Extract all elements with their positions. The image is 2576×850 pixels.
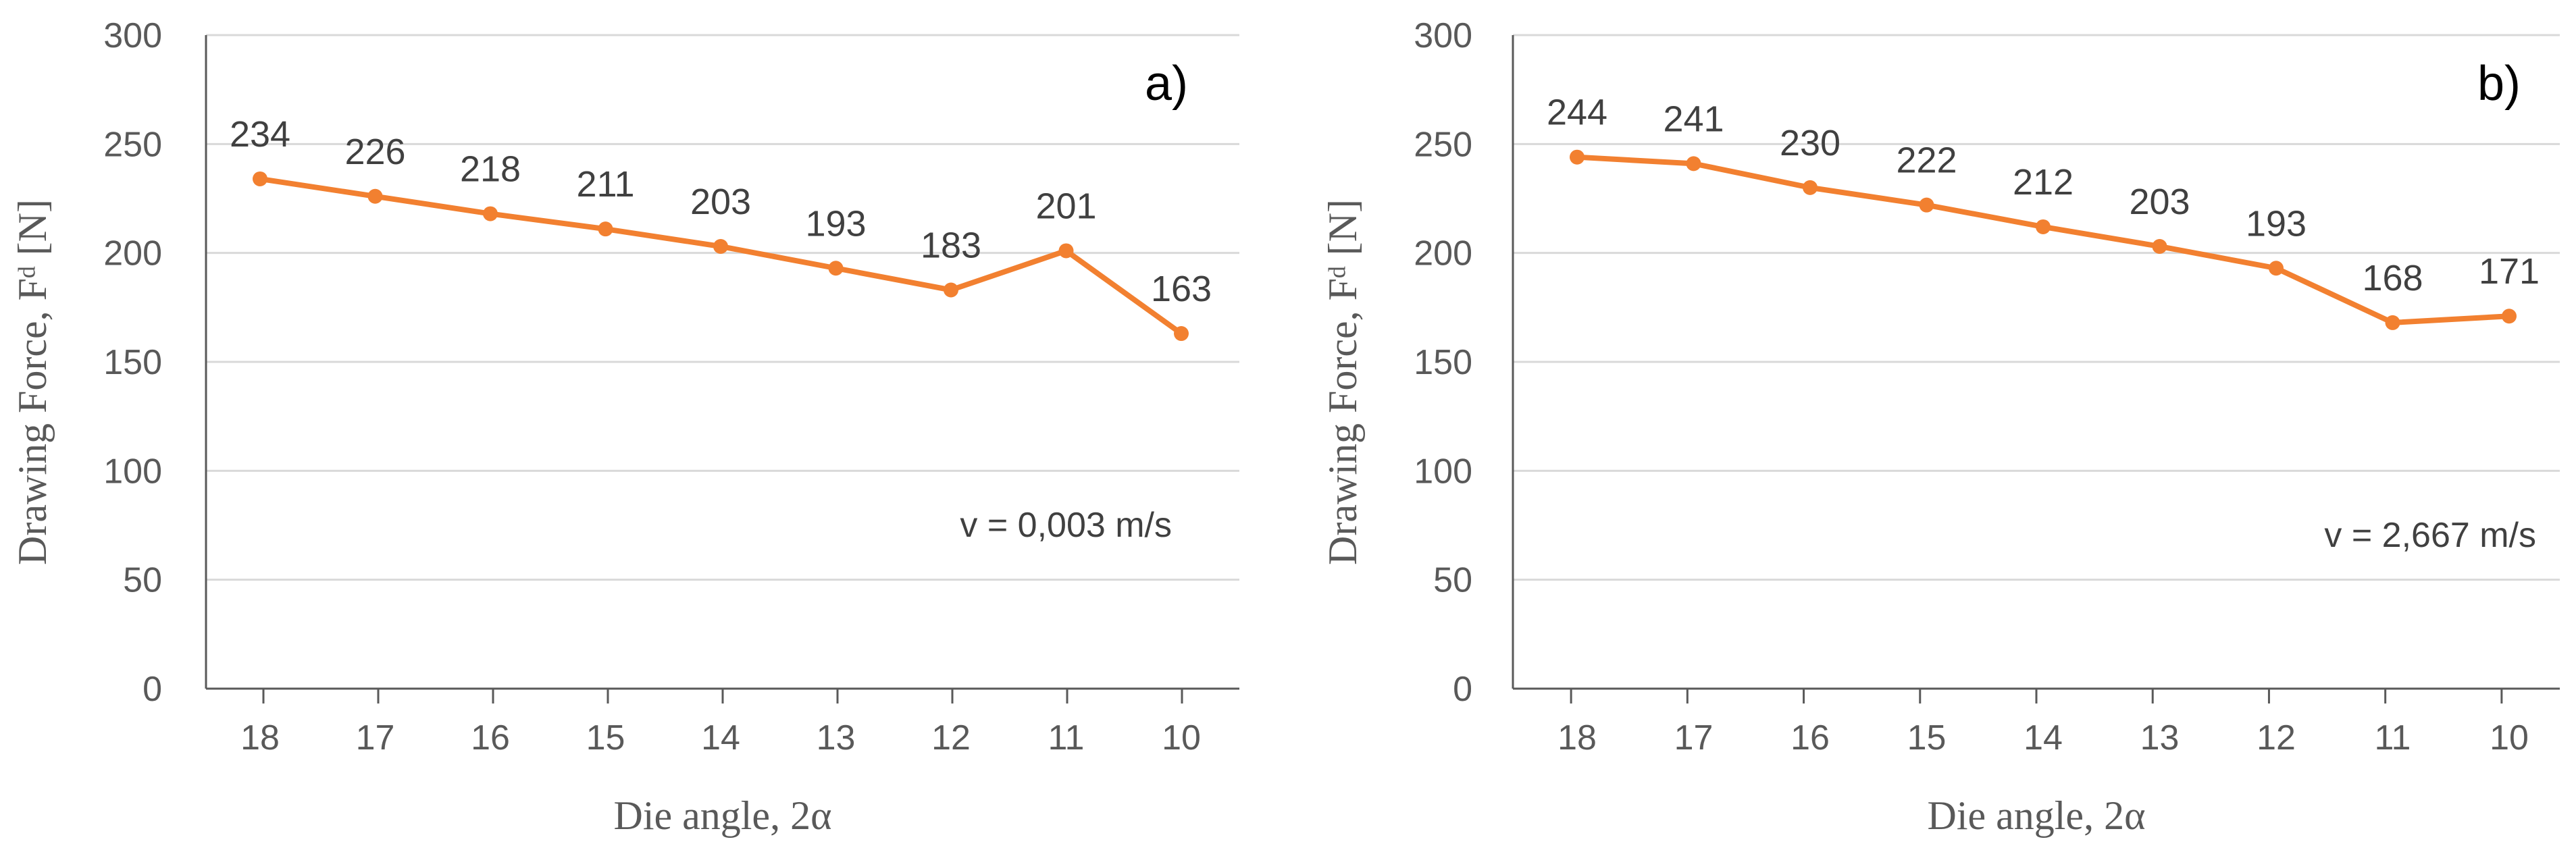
- data-label: 183: [921, 225, 981, 266]
- data-label: 193: [2246, 203, 2307, 244]
- y-tick-label: 200: [103, 234, 162, 273]
- data-label: 171: [2479, 251, 2540, 292]
- data-point: [1686, 156, 1701, 171]
- y-tick-label: 0: [143, 670, 162, 709]
- y-axis-title: Drawing Force, Fᵈ [N]: [1320, 199, 1365, 565]
- data-point: [598, 221, 613, 237]
- data-label: 168: [2362, 258, 2423, 298]
- x-axis-title: Die angle, 2α: [1928, 793, 2146, 838]
- data-label: 203: [2129, 182, 2190, 222]
- data-label: 212: [2013, 162, 2073, 203]
- data-point: [2152, 238, 2167, 254]
- y-tick-label: 250: [1414, 125, 1472, 164]
- data-label: 163: [1151, 269, 1212, 309]
- y-tick-label: 150: [103, 343, 162, 382]
- x-tick-label: 17: [356, 718, 395, 758]
- data-point: [483, 206, 498, 221]
- data-point: [2385, 315, 2400, 330]
- data-label: 226: [344, 132, 405, 172]
- x-tick-label: 12: [931, 718, 971, 758]
- data-point: [1570, 149, 1585, 165]
- data-label: 241: [1663, 99, 1724, 139]
- data-point: [1919, 197, 1934, 213]
- y-tick-label: 300: [103, 16, 162, 55]
- x-tick-label: 10: [2490, 718, 2529, 758]
- data-label: 211: [576, 164, 634, 205]
- data-point: [253, 171, 267, 186]
- panel-label: a): [1145, 57, 1188, 111]
- data-label: 244: [1547, 92, 1607, 133]
- y-tick-label: 300: [1414, 16, 1472, 55]
- x-tick-label: 16: [1791, 718, 1830, 758]
- chart-a: 0 50 100 150 200 250 300 18 17 16 15 14 13 12 11 10 234 2…: [10, 16, 1239, 838]
- speed-annotation: v = 0,003 m/s: [960, 506, 1172, 545]
- x-tick-label: 13: [2140, 718, 2180, 758]
- x-tick-label: 18: [1557, 718, 1597, 758]
- x-tick-label: 12: [2257, 718, 2296, 758]
- speed-annotation: v = 2,667 m/s: [2324, 516, 2536, 555]
- data-point: [2269, 261, 2284, 276]
- y-tick-label: 100: [103, 452, 162, 491]
- data-point: [2502, 309, 2517, 324]
- data-point: [2036, 219, 2051, 234]
- data-point: [713, 238, 728, 254]
- data-point: [367, 188, 383, 204]
- y-tick-label: 0: [1453, 670, 1472, 709]
- y-tick-label: 200: [1414, 234, 1472, 273]
- x-tick-label: 14: [2024, 718, 2063, 758]
- data-label: 203: [690, 182, 751, 222]
- data-label: 218: [460, 149, 521, 190]
- data-point: [1174, 326, 1189, 342]
- x-tick-label: 17: [1674, 718, 1714, 758]
- panel-label: b): [2477, 57, 2521, 111]
- x-tick-label: 18: [240, 718, 280, 758]
- data-label: 230: [1780, 123, 1840, 163]
- x-tick-label: 13: [817, 718, 856, 758]
- chart-b: 0 50 100 150 200 250 300 18 17 16 15 14 13 12 11 10 244 2…: [1320, 16, 2560, 838]
- data-point: [1058, 243, 1074, 259]
- x-tick-label: 11: [1048, 718, 1085, 758]
- x-tick-label: 15: [1907, 718, 1947, 758]
- data-point: [828, 261, 844, 276]
- y-tick-label: 50: [123, 561, 162, 600]
- data-label: 193: [805, 203, 866, 244]
- data-label: 201: [1035, 186, 1096, 226]
- data-label: 234: [230, 114, 290, 155]
- x-tick-label: 15: [586, 718, 625, 758]
- data-point: [1803, 180, 1818, 195]
- y-tick-label: 150: [1414, 343, 1472, 382]
- x-axis-title: Die angle, 2α: [614, 793, 832, 838]
- y-tick-label: 50: [1433, 561, 1472, 600]
- y-axis-title: Drawing Force, Fᵈ [N]: [10, 199, 55, 565]
- y-tick-label: 100: [1414, 452, 1472, 491]
- data-point: [944, 282, 958, 298]
- data-label: 222: [1896, 140, 1957, 181]
- x-tick-label: 10: [1162, 718, 1201, 758]
- x-tick-label: 16: [471, 718, 510, 758]
- x-tick-label: 11: [2375, 718, 2411, 758]
- y-tick-label: 250: [103, 125, 162, 164]
- x-tick-label: 14: [701, 718, 740, 758]
